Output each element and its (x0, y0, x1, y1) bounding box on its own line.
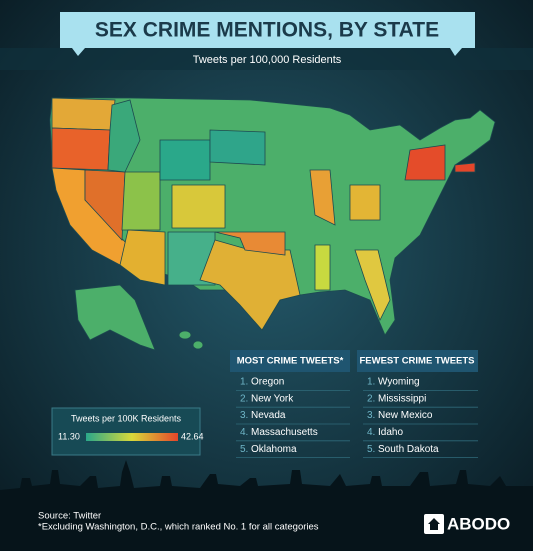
state (84, 169, 126, 241)
logo-house (428, 518, 440, 530)
rank: 4. (367, 427, 375, 438)
state (404, 144, 446, 181)
legend-title: Tweets per 100K Residents (71, 413, 182, 423)
state (171, 184, 226, 229)
legend-scale (86, 433, 178, 441)
state (214, 231, 286, 256)
state (354, 249, 391, 321)
source: Source: Twitter (38, 511, 101, 522)
state (159, 139, 211, 181)
state (309, 169, 336, 226)
legend: Tweets per 100K Residents 11.30 42.64 (51, 407, 204, 456)
most-title: MOST CRIME TWEETS* (237, 356, 344, 367)
title: SEX CRIME MENTIONS, BY STATE (95, 19, 439, 42)
state-name: South Dakota (378, 444, 439, 455)
rank: 5. (367, 444, 375, 455)
state (314, 244, 331, 291)
note: *Excluding Washington, D.C., which ranke… (38, 522, 319, 533)
rank: 2. (240, 393, 248, 404)
state-name: Oregon (251, 377, 284, 388)
rank: 1. (367, 377, 375, 388)
rank: 3. (240, 410, 248, 421)
fewest-title: FEWEST CRIME TWEETS (359, 356, 474, 367)
state (454, 162, 476, 173)
subtitle: Tweets per 100,000 Residents (193, 54, 342, 66)
rank: 4. (240, 427, 248, 438)
rank: 3. (367, 410, 375, 421)
skyline (0, 460, 533, 551)
brand: ABODO (447, 514, 510, 533)
state-name: Wyoming (378, 377, 420, 388)
state-name: Massachusetts (251, 427, 318, 438)
state (74, 284, 156, 351)
legend-max: 42.64 (181, 431, 204, 441)
subtitle-band (0, 48, 533, 70)
legend-box (51, 407, 201, 456)
rank: 1. (240, 377, 248, 388)
state-name: Idaho (378, 427, 403, 438)
state-name: Oklahoma (251, 444, 297, 455)
state (178, 330, 192, 340)
state (209, 129, 266, 166)
state (51, 127, 111, 171)
state-name: New Mexico (378, 410, 433, 421)
map (49, 97, 496, 351)
state (121, 171, 161, 231)
state (192, 340, 204, 350)
state-name: Nevada (251, 410, 286, 421)
state (119, 229, 166, 286)
most-header (230, 350, 350, 372)
state-name: New York (251, 393, 294, 404)
legend-min: 11.30 (58, 431, 80, 441)
logo: ABODO (424, 514, 510, 534)
rank: 5. (240, 444, 248, 455)
state-name: Mississippi (378, 393, 426, 404)
state (51, 97, 116, 131)
state (349, 184, 381, 221)
title-banner (60, 12, 475, 56)
rank: 2. (367, 393, 375, 404)
fewest-header (357, 350, 478, 372)
